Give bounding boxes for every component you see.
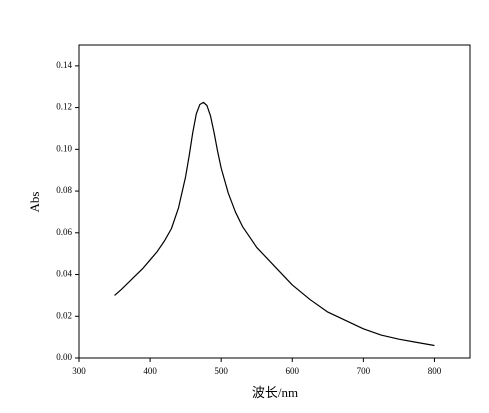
- y-tick-label: 0.12: [56, 102, 72, 112]
- x-tick-label: 400: [143, 366, 157, 376]
- spectrum-line: [114, 101, 435, 347]
- x-tick-label: 300: [72, 366, 86, 376]
- x-tick-label: 700: [357, 366, 371, 376]
- y-tick-label: 0.14: [56, 60, 72, 70]
- y-tick-label: 0.08: [56, 185, 72, 195]
- y-axis-title: Abs: [27, 192, 42, 213]
- plot-frame: [78, 44, 471, 359]
- y-tick-label: 0.04: [56, 269, 72, 279]
- y-tick-label: 0.10: [56, 143, 72, 153]
- x-axis-title: 波长/nm: [252, 385, 298, 400]
- y-tick-label: 0.06: [56, 227, 72, 237]
- x-tick-label: 500: [214, 366, 228, 376]
- x-tick-label: 600: [286, 366, 300, 376]
- x-tick-label: 800: [428, 366, 442, 376]
- y-tick-label: 0.02: [56, 310, 72, 320]
- y-tick-label: 0.00: [56, 352, 72, 362]
